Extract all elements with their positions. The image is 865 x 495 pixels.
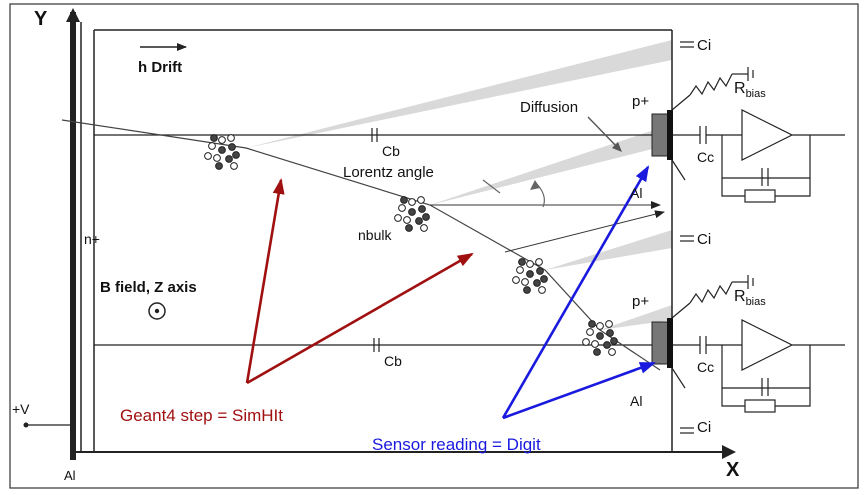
charge-carrier: [422, 213, 430, 221]
p-plus-top-label: p+: [632, 93, 649, 110]
charge-carrier: [596, 332, 604, 340]
cb-top-label: Cb: [382, 143, 400, 159]
ci-bottom-label: Ci: [697, 419, 711, 436]
charge-carrier: [213, 154, 221, 162]
charge-carrier: [588, 320, 596, 328]
charge-carrier: [536, 267, 544, 275]
outer-frame: [9, 3, 859, 489]
charge-carrier: [400, 196, 408, 204]
lorentz-tick: [482, 179, 501, 194]
charge-carrier: [540, 275, 548, 283]
charge-carrier: [218, 146, 226, 154]
charge-carrier: [218, 136, 226, 144]
charge-carrier: [538, 286, 546, 294]
diffusion-label: Diffusion: [520, 99, 578, 116]
bfield-dot: [154, 308, 160, 314]
charge-carrier: [512, 276, 520, 284]
cb-capacitors: [371, 128, 380, 352]
charge-carrier: [591, 340, 599, 348]
x-axis-label: X: [726, 459, 740, 481]
p-plus-bottom-label: p+: [632, 293, 649, 310]
charge-carrier: [516, 266, 524, 274]
charge-carrier: [415, 217, 423, 225]
charge-carrier: [408, 198, 416, 206]
drift-shading: [246, 40, 672, 330]
readout-pads: [651, 110, 673, 368]
charge-carrier: [521, 278, 529, 286]
x-axis-arrowhead: [722, 445, 736, 459]
charge-carrier: [610, 337, 618, 345]
rbias-top-label: Rbias: [734, 80, 766, 100]
bfield-label: B field, Z axis: [100, 279, 197, 296]
cc-bottom-label: Cc: [697, 359, 714, 375]
charge-carrier: [518, 258, 526, 266]
charge-carrier: [215, 162, 223, 170]
charge-carrier: [608, 348, 616, 356]
charge-carrier: [398, 204, 406, 212]
ci-capacitors: [680, 41, 694, 434]
charge-carrier: [603, 341, 611, 349]
charge-carrier: [535, 258, 543, 266]
charge-clusters: [204, 134, 618, 356]
drift-lines: [430, 201, 665, 253]
charge-carrier: [420, 224, 428, 232]
lorentz-label: Lorentz angle: [343, 164, 434, 181]
charge-carrier: [606, 329, 614, 337]
plus-v-label: +V: [12, 401, 30, 417]
charge-carrier: [228, 143, 236, 151]
y-axis-label: Y: [34, 8, 48, 30]
lorentz-arc-head: [530, 180, 540, 190]
charge-carrier: [225, 155, 233, 163]
al-left-label: Al: [64, 468, 76, 483]
charge-carrier: [523, 286, 531, 294]
sensor-annotation: Sensor reading = Digit: [372, 435, 541, 454]
y-axis-arrowhead: [66, 8, 80, 22]
charge-carrier: [230, 162, 238, 170]
charge-carrier: [405, 224, 413, 232]
left-electrode: [70, 12, 95, 460]
readout-electronics-bottom: [671, 275, 845, 413]
charge-carrier: [582, 338, 590, 346]
al-bottom-label: Al: [630, 393, 642, 409]
geant4-arrows: [245, 178, 474, 385]
charge-carrier: [418, 205, 426, 213]
sensor-arrows: [501, 165, 656, 420]
drift-label: h Drift: [138, 59, 182, 76]
charge-carrier: [417, 196, 425, 204]
charge-carrier: [227, 134, 235, 142]
charge-carrier: [593, 348, 601, 356]
plus-v-terminal: [23, 422, 29, 428]
cc-top-label: Cc: [697, 149, 714, 165]
diffusion-pointer: [587, 116, 621, 151]
charge-carrier: [526, 260, 534, 268]
rbias-bottom-label: Rbias: [734, 288, 766, 308]
diffusion-pointer-head: [612, 142, 622, 152]
charge-carrier: [526, 270, 534, 278]
charge-carrier: [394, 214, 402, 222]
charge-carrier: [605, 320, 613, 328]
charge-carrier: [204, 152, 212, 160]
n-plus-label: n+: [84, 231, 100, 247]
particle-track: [61, 119, 661, 371]
charge-carrier: [403, 216, 411, 224]
ci-mid-label: Ci: [697, 231, 711, 248]
geant4-annotation: Geant4 step = SimHIt: [120, 406, 283, 425]
charge-carrier: [533, 279, 541, 287]
charge-carrier: [210, 134, 218, 142]
charge-carrier: [208, 142, 216, 150]
cb-bottom-label: Cb: [384, 353, 402, 369]
charge-carrier: [408, 208, 416, 216]
charge-carrier: [586, 328, 594, 336]
ci-top-label: Ci: [697, 37, 711, 54]
charge-carrier: [232, 151, 240, 159]
charge-carrier: [596, 322, 604, 330]
bfield-symbol-icon: [148, 302, 166, 320]
nbulk-label: nbulk: [358, 227, 392, 243]
readout-electronics-top: [671, 67, 845, 203]
al-top-label: Al: [630, 185, 642, 201]
